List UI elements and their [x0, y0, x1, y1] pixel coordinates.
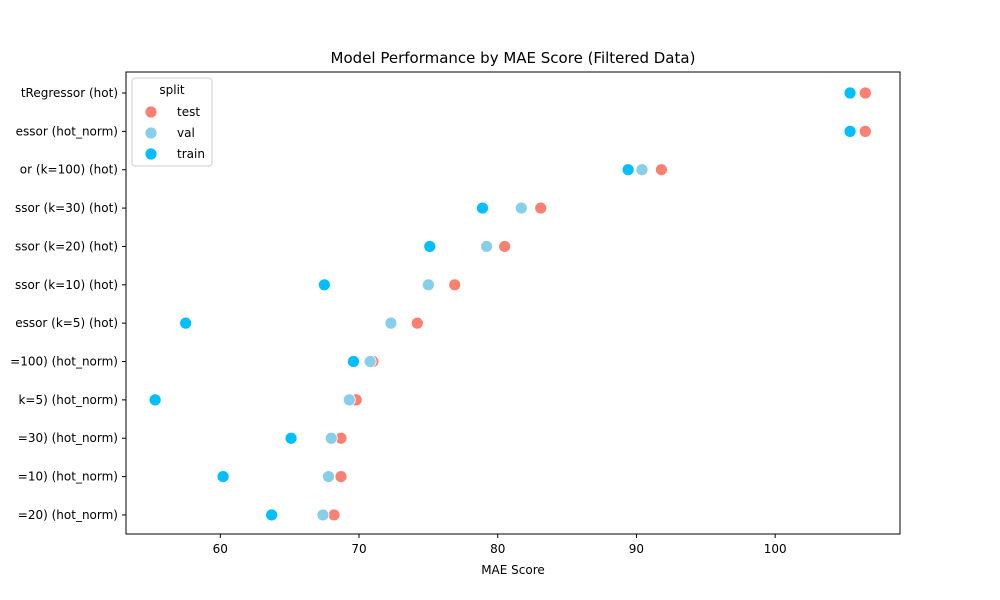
point-train [843, 124, 857, 138]
point-test [498, 240, 512, 253]
point-val [363, 355, 377, 368]
point-val [514, 201, 528, 215]
point-train [284, 431, 298, 445]
y-tick-label: ssor (k=10) (hot) [15, 278, 118, 292]
point-train [265, 508, 279, 522]
point-test [448, 278, 462, 292]
legend: split test val train [131, 77, 213, 167]
legend-label-val: val [177, 126, 195, 140]
point-val [635, 163, 649, 177]
point-train [347, 355, 360, 368]
x-axis-label: MAE Score [481, 563, 545, 577]
x-tick-label: 90 [629, 542, 644, 556]
point-test [410, 316, 424, 330]
point-val [421, 278, 435, 292]
point-test [334, 470, 348, 484]
legend-label-train: train [177, 147, 205, 161]
y-tick-label: =10) (hot_norm) [18, 470, 118, 484]
y-tick-label: ssor (k=20) (hot) [15, 239, 118, 253]
x-tick-labels: 60 70 80 90 100 [213, 534, 787, 556]
x-tick-label: 100 [764, 542, 787, 556]
point-train [148, 393, 162, 407]
y-tick-labels: tRegressor (hot) essor (hot_norm)or (k=10… [10, 86, 126, 522]
point-train [216, 470, 230, 484]
x-tick-label: 70 [351, 542, 366, 556]
y-tick-label: essor (k=5) (hot) [15, 316, 118, 330]
point-train [179, 316, 193, 330]
point-test [327, 508, 341, 522]
plot-frame [125, 71, 901, 535]
data-points [148, 86, 872, 522]
y-tick-label: tRegressor (hot) [21, 86, 118, 100]
legend-box [131, 77, 213, 167]
point-test [534, 201, 548, 215]
point-test [858, 124, 872, 138]
point-train [843, 86, 857, 100]
y-tick-label: essor (hot_norm) [16, 124, 118, 138]
x-tick-label: 60 [213, 542, 228, 556]
point-val [342, 393, 356, 407]
legend-marker-train [144, 147, 158, 161]
legend-title: split [159, 83, 185, 97]
point-val [316, 508, 330, 522]
point-test [655, 163, 668, 177]
chart-title: Model Performance by MAE Score (Filtered… [331, 49, 696, 67]
x-tick-label: 80 [490, 542, 505, 556]
point-val [322, 470, 335, 484]
point-test [858, 86, 872, 100]
point-val [480, 240, 494, 253]
y-tick-label: ssor (k=30) (hot) [15, 201, 118, 215]
y-tick-label: or (k=100) (hot) [20, 163, 118, 177]
point-val [384, 316, 398, 330]
y-tick-label: =100) (hot_norm) [10, 355, 118, 369]
legend-marker-val [144, 126, 158, 140]
legend-label-test: test [177, 105, 200, 119]
y-tick-label: =20) (hot_norm) [18, 508, 118, 522]
y-tick-label: =30) (hot_norm) [18, 431, 118, 445]
y-tick-label: k=5) (hot_norm) [18, 393, 118, 407]
point-train [423, 240, 437, 253]
legend-marker-test [144, 105, 158, 119]
point-train [476, 201, 489, 215]
point-train [621, 163, 635, 177]
point-val [324, 431, 338, 445]
point-train [317, 278, 331, 292]
